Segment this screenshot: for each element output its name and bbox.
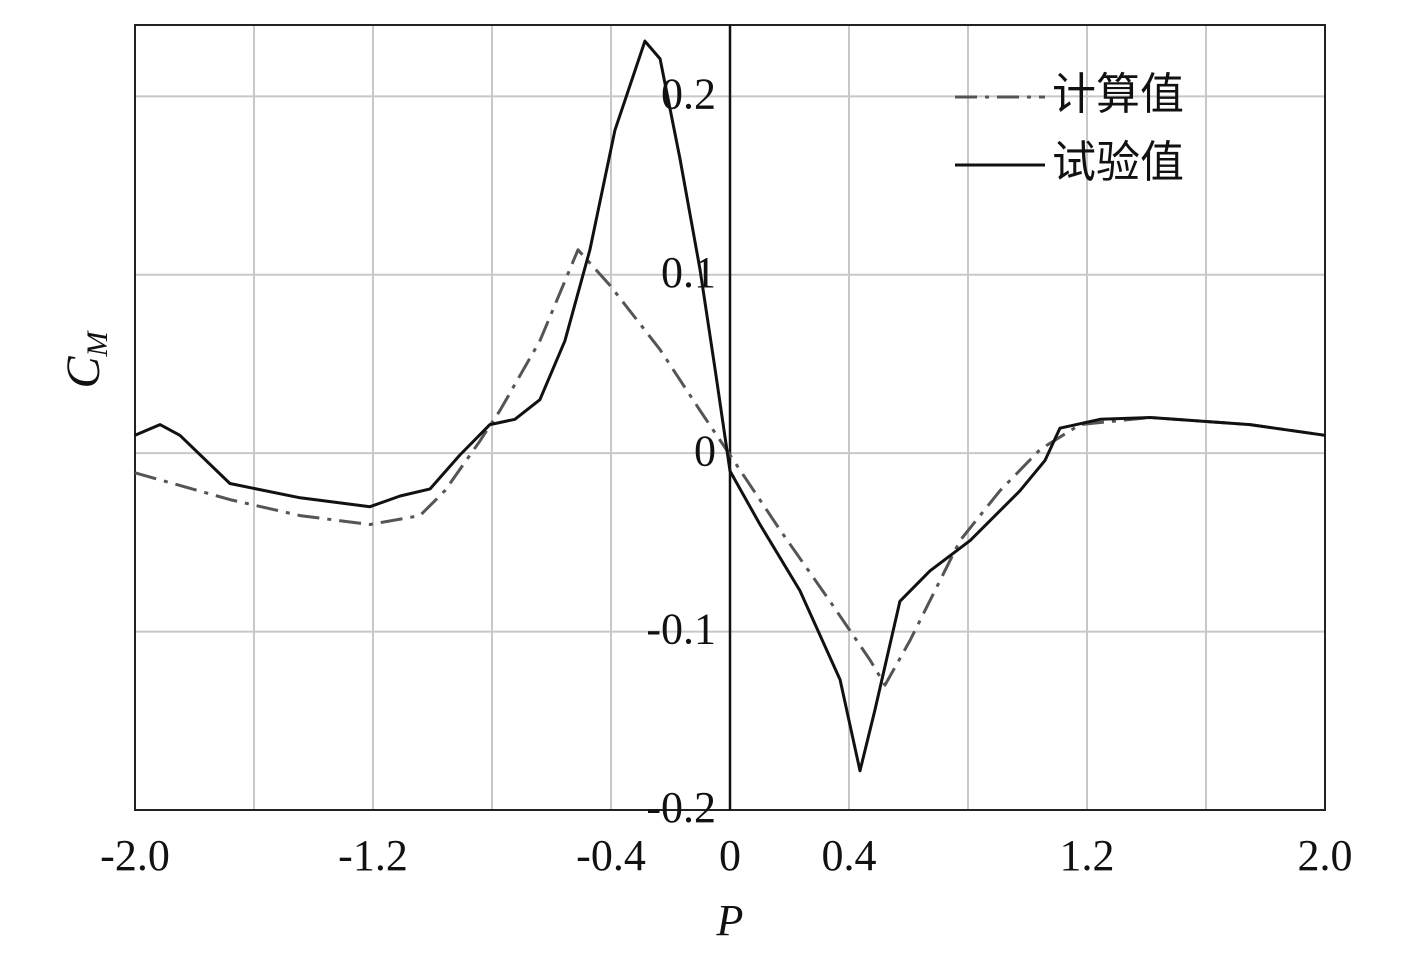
plot — [134, 39, 1326, 773]
y-tick-label: 0.2 — [661, 69, 716, 118]
x-tick-label: 2.0 — [1298, 831, 1353, 880]
y-tick-label: 0.1 — [661, 248, 716, 297]
y-axis-label-sub: M — [81, 329, 114, 357]
x-tick-label: 1.2 — [1060, 831, 1115, 880]
series-line — [134, 39, 1326, 773]
x-tick-label: -1.2 — [338, 831, 408, 880]
series-line — [134, 248, 1326, 687]
y-tick-label: 0 — [694, 426, 716, 475]
legend-label: 试验值 — [1052, 138, 1184, 187]
legend-label: 计算值 — [1052, 70, 1184, 119]
x-axis-label: P — [716, 896, 744, 945]
y-tick-label: -0.1 — [646, 605, 716, 654]
y-axis-label: CM — [57, 329, 114, 388]
x-tick-label: -2.0 — [100, 831, 170, 880]
y-tick-label: -0.2 — [646, 783, 716, 832]
x-tick-label: -0.4 — [576, 831, 646, 880]
y-axis-label-main: C — [57, 356, 110, 389]
x-tick-label: 0.4 — [822, 831, 877, 880]
x-tick-label: 0 — [719, 831, 741, 880]
